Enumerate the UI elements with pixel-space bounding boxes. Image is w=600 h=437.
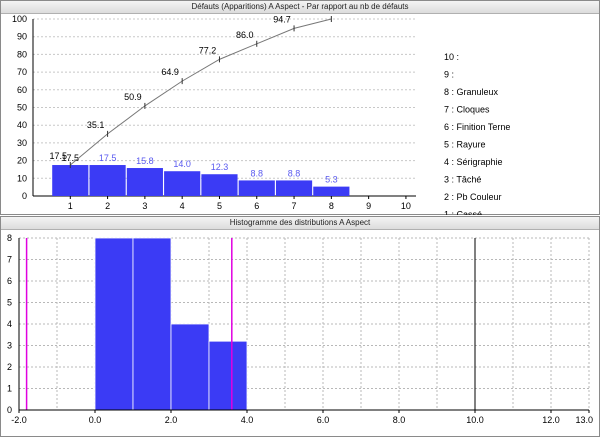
y-tick-label: 1 (7, 384, 12, 394)
bar-value-label: 17.5 (99, 153, 117, 163)
x-tick-label: 5 (217, 201, 222, 211)
y-tick-label: 50 (17, 103, 27, 113)
y-tick-label: 4 (7, 319, 12, 329)
y-tick-label: 10 (17, 173, 27, 183)
y-tick-label: 100 (12, 14, 27, 24)
x-tick-label: 9 (366, 201, 371, 211)
histogram-panel: Histogramme des distributions A Aspect 0… (0, 216, 600, 437)
y-tick-label: 6 (7, 276, 12, 286)
pareto-chart: 0 10 20 30 40 50 60 70 80 90 100 1 17.5 2 17.5 3 15.8 4 14… (12, 14, 510, 216)
x-tick-label: 10 (401, 201, 411, 211)
bar-value-label: 5.3 (325, 175, 338, 185)
y-tick-label: 5 (7, 298, 12, 308)
y-tick-label: 0 (22, 191, 27, 201)
legend-entry: 3 : Tâché (444, 175, 481, 185)
bar (313, 186, 350, 196)
y-tick-label: 70 (17, 67, 27, 77)
x-tick-label: 0.0 (89, 415, 102, 425)
histogram-bar (94, 237, 134, 411)
legend-entry: 8 : Granuleux (444, 87, 499, 97)
legend-entry: 1 : Cassé (444, 210, 482, 216)
y-tick-label: 7 (7, 255, 12, 265)
x-tick-label: 4.0 (241, 415, 254, 425)
y-tick-label: 60 (17, 85, 27, 95)
bar (89, 165, 126, 196)
x-tick-label: 8 (329, 201, 334, 211)
x-tick-label: 7 (292, 201, 297, 211)
x-tick-label: 6 (254, 201, 259, 211)
bar-value-label: 8.8 (288, 168, 301, 178)
cumulative-label: 94.7 (273, 14, 291, 24)
y-tick-label: 40 (17, 120, 27, 130)
histogram-chart: 0 1 2 3 4 5 6 7 8 -2.0 0.0 2.0 4.0 6.0 8.0 10.0 12.0 13.0 (7, 233, 593, 425)
legend-entry: 4 : Sérigraphie (444, 157, 503, 167)
y-tick-label: 30 (17, 138, 27, 148)
histogram-title: Histogramme des distributions A Aspect (1, 217, 599, 230)
cumulative-label: 77.2 (199, 45, 217, 55)
x-tick-label: 13.0 (575, 415, 593, 425)
cumulative-line (69, 18, 332, 166)
x-tick-label: 10.0 (466, 415, 484, 425)
y-tick-label: 90 (17, 32, 27, 42)
y-tick-label: 3 (7, 341, 12, 351)
bar-value-label: 12.3 (211, 162, 229, 172)
cumulative-label: 50.9 (124, 92, 142, 102)
histogram-bar (208, 340, 248, 411)
histogram-bar (170, 323, 210, 411)
x-tick-label: 6.0 (317, 415, 330, 425)
legend-entry: 10 : (444, 52, 459, 62)
bar (275, 180, 313, 196)
x-tick-label: 1 (68, 201, 73, 211)
y-tick-label: 2 (7, 362, 12, 372)
bar-value-label: 14.0 (173, 159, 191, 169)
bar (126, 168, 163, 196)
legend-entry: 2 : Pb Couleur (444, 192, 502, 202)
x-tick-label: 4 (180, 201, 185, 211)
bar (164, 171, 201, 196)
histogram-bar (132, 237, 172, 411)
bar-value-label: 15.8 (136, 156, 154, 166)
bar-value-label: 8.8 (251, 168, 264, 178)
y-tick-label: 0 (7, 405, 12, 415)
legend-entry: 5 : Rayure (444, 140, 486, 150)
x-tick-label: 12.0 (542, 415, 560, 425)
x-tick-label: 3 (142, 201, 147, 211)
cumulative-label: 86.0 (236, 30, 254, 40)
legend-entry: 6 : Finition Terne (444, 122, 510, 132)
x-tick-label: 2 (105, 201, 110, 211)
y-tick-label: 80 (17, 49, 27, 59)
legend-entry: 9 : (444, 70, 454, 80)
y-tick-label: 20 (17, 156, 27, 166)
y-tick-label: 8 (7, 233, 12, 243)
x-tick-label: -2.0 (11, 415, 27, 425)
cumulative-label: 17.5 (50, 151, 68, 161)
x-tick-label: 8.0 (393, 415, 406, 425)
x-tick-label: 2.0 (165, 415, 178, 425)
bar (201, 174, 238, 196)
bar (238, 180, 275, 196)
bar-value-label: 17.5 (62, 153, 80, 163)
legend-entry: 7 : Cloques (444, 105, 490, 115)
cumulative-label: 35.1 (87, 120, 105, 130)
bar (52, 165, 89, 196)
pareto-title: Défauts (Apparitions) A Aspect - Par rap… (1, 1, 599, 14)
cumulative-label: 64.9 (161, 67, 179, 77)
pareto-panel: Défauts (Apparitions) A Aspect - Par rap… (0, 0, 600, 215)
